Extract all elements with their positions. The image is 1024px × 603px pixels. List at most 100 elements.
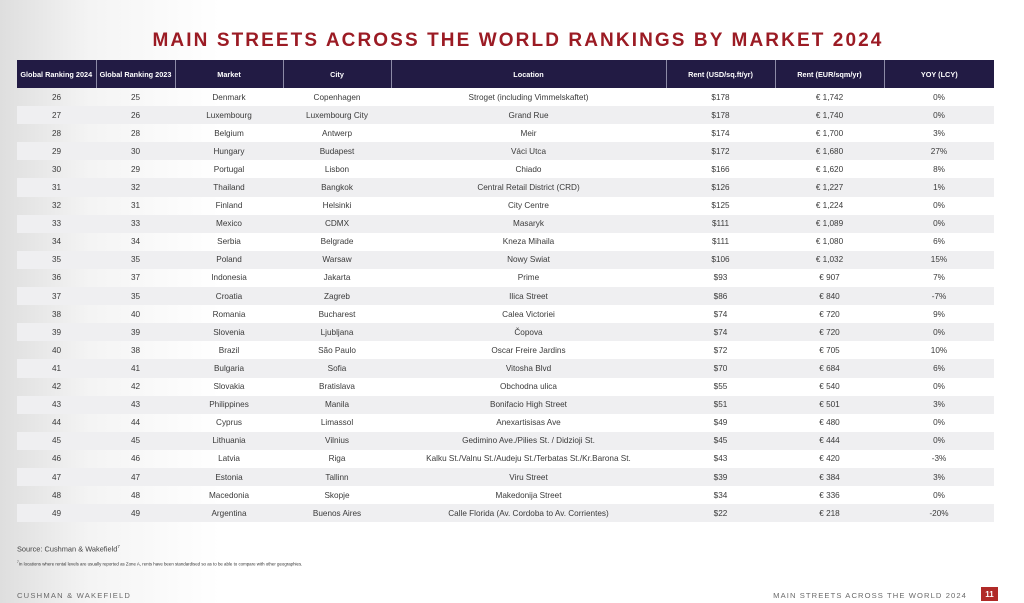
cell-rent-usd: $125	[711, 201, 730, 211]
cell-market: Estonia	[175, 467, 283, 487]
table-row: 49 49 Argentina Buenos Aires Calle Florida (…	[17, 504, 994, 523]
cell-rent-usd: $49	[713, 418, 728, 428]
cell-city: Antwerp	[321, 128, 353, 138]
cell-rent-eur: € 907	[819, 273, 840, 283]
header-rent-eur: Rent (EUR/sqm/yr)	[775, 60, 885, 88]
header-global-ranking-2023: Global Ranking 2023	[96, 60, 176, 88]
cell-location: City Centre	[508, 201, 549, 211]
cell-yoy: 8%	[933, 164, 945, 174]
cell-city: Limassol	[320, 418, 354, 428]
cell-location: Meir	[520, 128, 537, 138]
cell-rent-usd: $39	[666, 467, 775, 487]
cell-location: Chiado	[515, 164, 542, 174]
cell-rank-2024: 41	[17, 359, 96, 378]
cell-location: Nowy Swiat	[391, 250, 666, 269]
cell-rank-2023: 31	[130, 201, 141, 211]
cell-city: Budapest	[283, 142, 391, 161]
table-row: 36 37 Indonesia Jakarta Prime $93 € 907 7%	[17, 269, 994, 287]
cell-yoy: 9%	[933, 309, 945, 319]
table-row: 47 47 Estonia Tallinn Viru Street $39 € 384 3%	[17, 467, 994, 487]
cell-rent-eur: € 1,224	[815, 201, 844, 211]
footnote-text: In locations where rental levels are usu…	[18, 561, 303, 567]
cell-rank-2024: 49	[17, 504, 96, 523]
cell-yoy: 0%	[884, 106, 994, 125]
cell-rank-2024: 44	[51, 418, 62, 428]
table-row: 26 25 Denmark Copenhagen Stroget (including …	[17, 88, 994, 106]
cell-rank-2024: 40	[51, 345, 62, 355]
cell-rank-2024: 36	[51, 273, 62, 283]
cell-location: Bonifacio High Street	[391, 395, 666, 414]
cell-yoy: 27%	[884, 142, 994, 161]
cell-rank-2023: 43	[96, 395, 175, 414]
cell-rent-usd: $172	[666, 142, 775, 161]
cell-city: Helsinki	[322, 201, 352, 211]
cell-location: Grand Rue	[391, 106, 666, 125]
cell-rank-2023: 45	[96, 431, 175, 450]
table-row: 30 29 Portugal Lisbon Chiado $166 € 1,620 8%	[17, 160, 994, 178]
source-note: Source: Cushman & Wakefield7	[17, 544, 120, 553]
cell-rank-2024: 37	[17, 287, 96, 306]
cell-market: Mexico	[175, 214, 283, 233]
cell-market: Finland	[215, 201, 243, 211]
cell-location: Masaryk	[391, 214, 666, 233]
cell-rank-2023: 48	[130, 490, 141, 500]
cell-yoy: 0%	[884, 214, 994, 233]
cell-rent-eur: € 1,032	[775, 250, 884, 269]
cell-market: Latvia	[218, 454, 240, 464]
cell-rent-eur: € 336	[819, 490, 840, 500]
table-row: 29 30 Hungary Budapest Váci Utca $172 € 1,680 2…	[17, 142, 994, 161]
report-title-footer: MAIN STREETS ACROSS THE WORLD 2024	[773, 591, 967, 600]
cell-rent-eur: € 705	[819, 345, 840, 355]
cell-yoy: 0%	[884, 323, 994, 342]
table-header-row: Global Ranking 2024 Global Ranking 2023 …	[17, 60, 994, 88]
cell-city: São Paulo	[318, 345, 356, 355]
cell-rank-2023: 29	[130, 164, 141, 174]
cell-market: Cyprus	[216, 418, 242, 428]
table-row: 28 28 Belgium Antwerp Meir $174 € 1,700 3%	[17, 124, 994, 142]
cell-yoy: -3%	[931, 454, 947, 464]
header-location: Location	[391, 60, 667, 88]
cell-city: Zagreb	[283, 287, 391, 306]
cell-rank-2023: 26	[96, 106, 175, 125]
cell-rent-eur: € 480	[819, 418, 840, 428]
cell-rent-usd: $74	[666, 323, 775, 342]
cell-rank-2023: 35	[96, 250, 175, 269]
cell-market: Romania	[212, 309, 246, 319]
cell-city: Riga	[328, 454, 346, 464]
source-text: Source: Cushman & Wakefield	[17, 544, 118, 554]
cell-rank-2024: 26	[51, 92, 62, 102]
cell-rank-2023: 40	[130, 309, 141, 319]
cell-rent-eur: € 1,680	[775, 142, 884, 161]
cell-market: Brazil	[218, 345, 240, 355]
cell-market: Portugal	[213, 164, 245, 174]
cell-market: Indonesia	[211, 273, 247, 283]
cell-rank-2023: 46	[130, 454, 141, 464]
page-number-badge: 11	[981, 587, 998, 601]
cell-rent-eur: € 720	[819, 309, 840, 319]
cell-rent-usd: $111	[666, 214, 775, 233]
cell-market: Macedonia	[208, 490, 250, 500]
table-row: 33 33 Mexico CDMX Masaryk $111 € 1,089 0%	[17, 214, 994, 233]
cell-rank-2024: 33	[17, 214, 96, 233]
cell-rent-eur: € 720	[775, 323, 884, 342]
cell-market: Serbia	[217, 237, 241, 247]
cell-city: Tallinn	[283, 467, 391, 487]
cell-rent-eur: € 1,080	[815, 237, 844, 247]
cell-rent-usd: $86	[666, 287, 775, 306]
page-title: MAIN STREETS ACROSS THE WORLD RANKINGS B…	[152, 30, 884, 51]
cell-rent-usd: $70	[666, 359, 775, 378]
cell-rent-usd: $106	[666, 250, 775, 269]
cell-location: Vitosha Blvd	[391, 359, 666, 378]
cell-city: Lisbon	[324, 164, 350, 174]
cell-rank-2023: 32	[96, 178, 175, 197]
cell-rent-eur: € 1,227	[775, 178, 884, 197]
cell-rent-eur: € 1,740	[775, 106, 884, 125]
table-row: 39 39 Slovenia Ljubljana Čopova $74 € 720 0%	[17, 323, 994, 342]
cell-rent-eur: € 1,742	[815, 92, 844, 102]
cell-market: Belgium	[214, 128, 244, 138]
cell-rent-usd: $126	[666, 178, 775, 197]
cell-rent-eur: € 840	[775, 287, 884, 306]
cell-rank-2024: 32	[51, 201, 62, 211]
footnote: 7In locations where rental levels are us…	[17, 560, 302, 566]
table-row: 48 48 Macedonia Skopje Makedonija Street $34 €…	[17, 486, 994, 504]
